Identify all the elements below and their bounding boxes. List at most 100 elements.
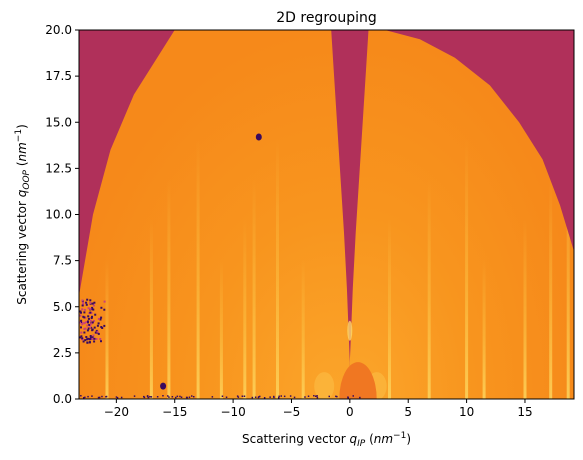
dead-pixel: [79, 310, 82, 313]
dead-pixel: [84, 327, 87, 330]
y-tick-label: 7.5: [53, 254, 72, 268]
dead-pixel: [85, 301, 88, 304]
dead-pixel: [191, 395, 193, 397]
dead-pixel: [87, 307, 90, 310]
dead-pixel: [156, 396, 159, 398]
dead-pixel: [175, 396, 177, 399]
dead-pixel: [94, 331, 97, 334]
y-axis-label-unit-close: ): [15, 124, 29, 129]
y-axis: 0.0 2.5 5.0 7.5 10.0 12.5 15.0 17.5 20.0: [45, 23, 79, 406]
dead-pixel: [86, 324, 89, 327]
dead-pixel: [81, 321, 84, 324]
dead-pixel: [100, 306, 103, 309]
dead-pixel: [87, 337, 90, 340]
x-tick-label: −15: [162, 405, 187, 419]
y-tick-label: 12.5: [45, 161, 72, 175]
dead-pixel: [87, 315, 90, 318]
y-axis-label: Scattering vector qOOP (nm−1): [14, 124, 32, 305]
y-axis-label-text: Scattering vector: [15, 197, 29, 305]
y-tick-label: 2.5: [53, 346, 72, 360]
dead-pixel: [103, 324, 106, 327]
dead-pixel: [149, 396, 151, 398]
y-axis-label-symbol: q: [15, 189, 29, 197]
dead-pixel: [103, 308, 106, 311]
dead-pixel: [328, 395, 330, 398]
detector-lobe-right: [349, 30, 574, 399]
dead-pixel: [105, 395, 108, 398]
dead-pixel: [91, 336, 94, 339]
dead-pixel: [86, 341, 89, 344]
dead-pixel: [278, 395, 280, 398]
dead-pixel: [82, 340, 85, 343]
x-tick-label: 0: [346, 405, 354, 419]
dead-pixel: [91, 321, 94, 324]
dead-pixel: [316, 396, 319, 399]
scattering-streak: [301, 259, 305, 399]
dead-pixel-patch: [79, 298, 106, 344]
dead-pixel: [92, 304, 95, 307]
dead-pixel: [89, 299, 92, 302]
scattering-streak: [276, 139, 279, 399]
dead-pixel: [89, 326, 92, 329]
dead-pixel: [89, 319, 92, 322]
dead-pixel: [89, 307, 92, 310]
detector-lobe-left: [79, 30, 350, 399]
dead-pixel: [280, 395, 282, 397]
dead-pixel: [91, 337, 94, 340]
dead-pixel: [80, 319, 83, 322]
dead-pixel: [81, 304, 84, 307]
dead-pixel: [80, 335, 83, 338]
y-axis-label-unit-open: (: [15, 161, 29, 170]
x-tick-label: −20: [104, 405, 129, 419]
y-tick-label: 5.0: [53, 300, 72, 314]
dead-pixel: [315, 395, 317, 397]
dead-pixel: [188, 396, 191, 398]
dead-pixel: [352, 395, 354, 397]
dead-pixel: [359, 396, 361, 399]
dead-pixel: [307, 395, 310, 397]
dead-pixel: [89, 335, 92, 337]
scattering-streak: [196, 139, 200, 399]
scattering-streak: [388, 219, 391, 399]
dead-pixel: [96, 330, 99, 333]
dead-pixel: [263, 397, 266, 399]
dead-pixel: [100, 316, 103, 319]
dead-pixel: [91, 395, 93, 397]
x-axis-label-superscript: −1: [393, 431, 406, 441]
specular-beam: [347, 320, 353, 341]
dead-pixel: [99, 318, 102, 321]
x-axis: −20 −15 −10 −5 0 5 10 15: [104, 399, 533, 419]
scattering-streak: [167, 179, 171, 399]
heatmap-layer: [79, 30, 574, 399]
dead-pixel: [167, 395, 169, 397]
dead-pixel: [243, 395, 246, 397]
scattering-streak: [105, 259, 109, 399]
dead-pixel: [143, 396, 146, 399]
x-tick-label: 15: [517, 405, 532, 419]
dead-pixel-row: [80, 395, 361, 399]
dead-pixel: [92, 320, 95, 322]
dead-pixel: [254, 396, 257, 398]
x-tick-label: −10: [220, 405, 245, 419]
x-axis-label-subscript: IP: [357, 439, 366, 449]
y-tick-label: 15.0: [45, 115, 72, 129]
dead-pixel: [120, 396, 123, 399]
dead-pixel: [179, 395, 181, 398]
dead-pixel: [97, 396, 100, 399]
dead-pixel: [81, 308, 84, 311]
dead-pixel: [93, 301, 96, 304]
dead-pixel: [251, 396, 254, 399]
dead-pixel: [90, 311, 93, 314]
dead-pixel: [133, 395, 136, 397]
dead-pixel: [91, 306, 94, 309]
dead-pixel: [89, 301, 92, 304]
dead-pixel: [96, 324, 99, 327]
x-axis-label-symbol: q: [350, 432, 358, 446]
dead-pixel: [80, 395, 82, 397]
dead-pixel: [95, 338, 98, 340]
dead-pixel: [87, 395, 89, 398]
dead-pixel: [91, 315, 93, 318]
dead-pixel: [336, 395, 338, 398]
